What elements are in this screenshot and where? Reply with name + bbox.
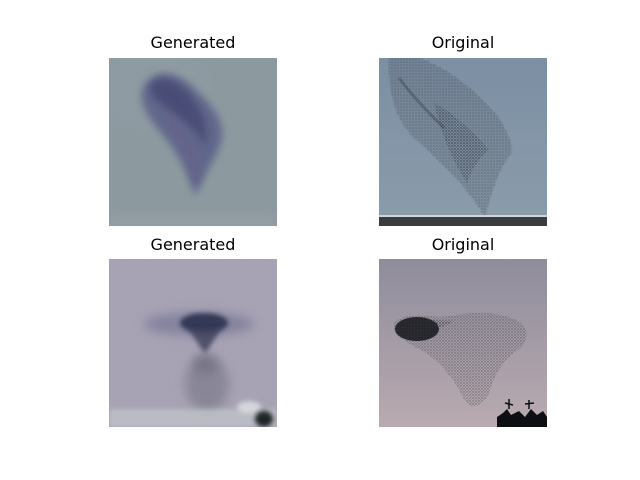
generated-image-top [109, 58, 277, 226]
original-image-top [379, 58, 547, 226]
panel-title-original-bottom: Original [431, 235, 495, 254]
panel-title-generated-bottom: Generated [150, 235, 236, 254]
panel-title-original-top: Original [431, 33, 495, 52]
generated-image-bottom [109, 259, 277, 427]
original-image-bottom [379, 259, 547, 427]
panel-title-generated-top: Generated [150, 33, 236, 52]
